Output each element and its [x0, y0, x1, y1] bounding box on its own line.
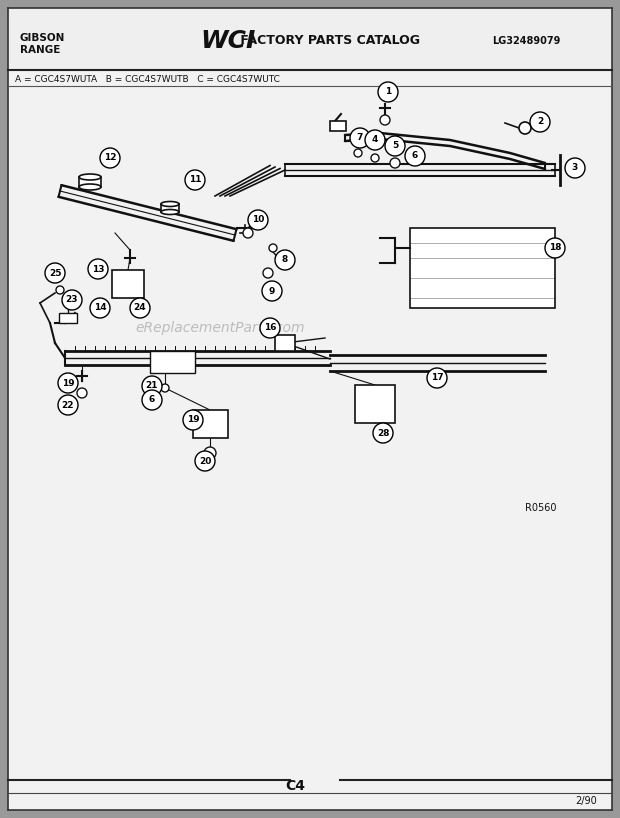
Circle shape [427, 368, 447, 388]
Bar [150, 351, 195, 373]
Bar [161, 204, 179, 212]
Bar [355, 385, 395, 423]
Text: 4: 4 [372, 136, 378, 145]
Circle shape [545, 238, 565, 258]
Circle shape [519, 122, 531, 134]
Text: R0560: R0560 [525, 503, 557, 513]
Bar [112, 270, 144, 298]
Circle shape [390, 158, 400, 168]
Text: 3: 3 [572, 164, 578, 173]
Circle shape [405, 146, 425, 166]
Circle shape [275, 250, 295, 270]
Circle shape [269, 244, 277, 252]
Circle shape [100, 148, 120, 168]
Text: 22: 22 [62, 401, 74, 410]
Text: WCI: WCI [200, 29, 255, 53]
Text: 21: 21 [146, 381, 158, 390]
Text: A = CGC4S7WUTA   B = CGC4S7WUTB   C = CGC4S7WUTC: A = CGC4S7WUTA B = CGC4S7WUTB C = CGC4S7… [15, 74, 280, 83]
Text: 20: 20 [199, 456, 211, 465]
Circle shape [385, 136, 405, 156]
Circle shape [260, 318, 280, 338]
Bar [59, 313, 77, 323]
Ellipse shape [161, 209, 179, 214]
Circle shape [45, 263, 65, 283]
Text: 6: 6 [412, 151, 418, 160]
Circle shape [62, 290, 82, 310]
Circle shape [58, 373, 78, 393]
Bar [79, 177, 101, 187]
Circle shape [204, 447, 216, 459]
Text: 28: 28 [377, 429, 389, 438]
Circle shape [63, 295, 73, 305]
Circle shape [378, 82, 398, 102]
Circle shape [130, 298, 150, 318]
Circle shape [365, 130, 385, 150]
Circle shape [56, 286, 64, 294]
Text: 7: 7 [357, 133, 363, 142]
Text: 11: 11 [188, 176, 202, 185]
Circle shape [371, 154, 379, 162]
Circle shape [350, 128, 370, 148]
Circle shape [373, 423, 393, 443]
Text: 19: 19 [61, 379, 74, 388]
Circle shape [58, 395, 78, 415]
Bar [330, 121, 346, 131]
Text: RANGE: RANGE [20, 45, 60, 55]
Circle shape [243, 228, 253, 238]
Circle shape [195, 451, 215, 471]
Ellipse shape [161, 201, 179, 206]
Circle shape [142, 390, 162, 410]
Ellipse shape [79, 184, 101, 190]
Text: 18: 18 [549, 244, 561, 253]
Bar [275, 335, 295, 351]
Text: 16: 16 [264, 323, 277, 332]
Circle shape [380, 115, 390, 125]
Text: 25: 25 [49, 268, 61, 277]
Circle shape [88, 259, 108, 279]
Circle shape [77, 388, 87, 398]
Text: 24: 24 [134, 303, 146, 312]
Circle shape [530, 112, 550, 132]
Ellipse shape [79, 174, 101, 180]
Circle shape [185, 170, 205, 190]
Circle shape [90, 298, 110, 318]
Text: eReplacementParts.com: eReplacementParts.com [135, 321, 305, 335]
Polygon shape [410, 228, 555, 308]
Text: 9: 9 [269, 286, 275, 295]
Circle shape [262, 281, 282, 301]
Text: LG32489079: LG32489079 [492, 36, 560, 46]
Circle shape [354, 149, 362, 157]
Bar [8, 8, 612, 70]
Circle shape [142, 376, 162, 396]
Text: FACTORY PARTS CATALOG: FACTORY PARTS CATALOG [236, 34, 420, 47]
Text: 2: 2 [537, 118, 543, 127]
Text: 2/90: 2/90 [575, 796, 596, 806]
Text: 8: 8 [282, 255, 288, 264]
Text: GIBSON: GIBSON [20, 33, 65, 43]
Circle shape [565, 158, 585, 178]
Bar [193, 410, 228, 438]
Text: 13: 13 [92, 264, 104, 273]
Text: 17: 17 [431, 374, 443, 383]
Text: 12: 12 [104, 154, 117, 163]
Circle shape [263, 268, 273, 278]
Text: 10: 10 [252, 215, 264, 224]
Text: 14: 14 [94, 303, 106, 312]
Text: 6: 6 [149, 395, 155, 404]
Text: C4: C4 [285, 779, 305, 793]
Text: 23: 23 [66, 295, 78, 304]
Circle shape [161, 384, 169, 392]
Text: 1: 1 [385, 88, 391, 97]
Text: 19: 19 [187, 416, 199, 425]
Circle shape [248, 210, 268, 230]
Circle shape [183, 410, 203, 430]
Text: 5: 5 [392, 142, 398, 151]
